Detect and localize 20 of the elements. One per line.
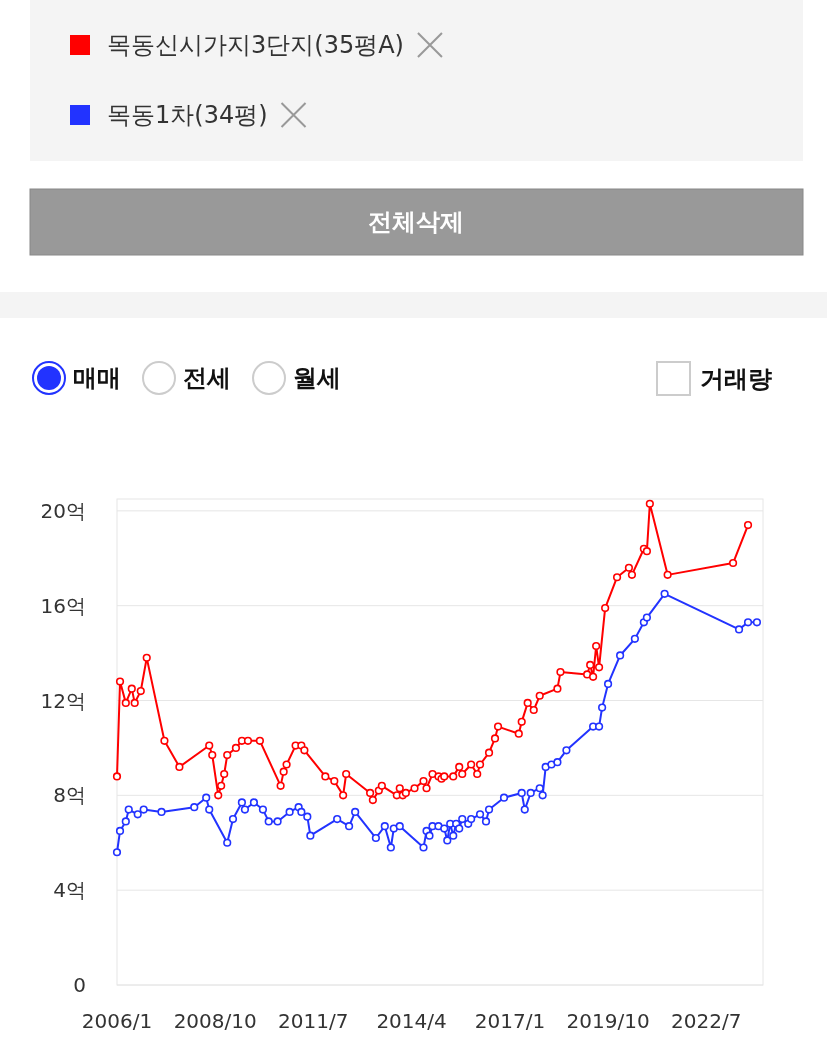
y-tick-label: 4억 [53, 878, 86, 903]
y-tick-label: 0 [73, 973, 86, 997]
x-tick-label: 2019/10 [566, 1009, 650, 1033]
x-tick-label: 2014/4 [376, 1009, 447, 1033]
y-tick-label: 16억 [40, 593, 86, 618]
text: 전세 [183, 364, 231, 392]
legend-label: 목동1차(34평) [107, 101, 268, 129]
button: 전체삭제 [29, 188, 804, 256]
x-tick-label: 2006/1 [81, 1009, 153, 1033]
legend-label: 목동신시가지3단지(35평A) [107, 31, 404, 59]
x-tick-label: 2017/1 [474, 1009, 546, 1033]
text: 월세 [293, 364, 341, 392]
text: 거래량 [700, 365, 772, 393]
y-tick-label: 8억 [53, 783, 86, 808]
y-tick-label: 12억 [40, 688, 86, 713]
x-tick-label: 2008/10 [173, 1009, 257, 1033]
x-tick-label: 2011/7 [278, 1009, 349, 1033]
y-tick-label: 20억 [40, 498, 86, 523]
text: 매매 [73, 364, 121, 392]
x-tick-label: 2022/7 [671, 1009, 742, 1033]
